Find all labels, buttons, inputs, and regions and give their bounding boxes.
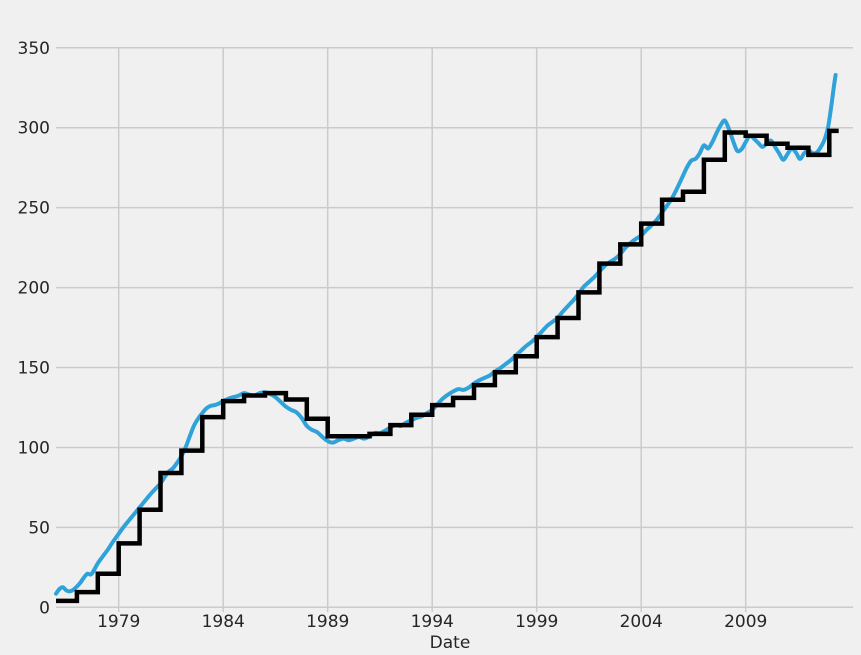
- data-series: [54, 73, 839, 604]
- grid-lines: [56, 47, 853, 612]
- x-axis-label: Date: [430, 633, 471, 653]
- y-tick-label: 350: [18, 39, 50, 59]
- x-tick-label: 1989: [306, 612, 349, 632]
- monthly-series-line: [54, 73, 838, 596]
- x-tick-label: 1994: [411, 612, 454, 632]
- y-tick-label: 100: [18, 438, 50, 458]
- annual-step-line: [56, 128, 839, 604]
- x-tick-label: 1979: [97, 612, 140, 632]
- x-tick-label: 1984: [202, 612, 245, 632]
- y-tick-label: 150: [18, 359, 50, 379]
- y-tick-label: 50: [28, 518, 50, 538]
- y-tick-label: 0: [39, 598, 50, 618]
- tick-labels: 0 50 100 150 200 250 300 350 1979 1984 1989 1994 199…: [18, 39, 768, 632]
- y-tick-label: 200: [18, 279, 50, 299]
- y-tick-label: 300: [18, 119, 50, 139]
- x-tick-label: 2009: [724, 612, 767, 632]
- x-tick-label: 2004: [620, 612, 663, 632]
- y-tick-label: 250: [18, 199, 50, 219]
- x-tick-label: 1999: [515, 612, 558, 632]
